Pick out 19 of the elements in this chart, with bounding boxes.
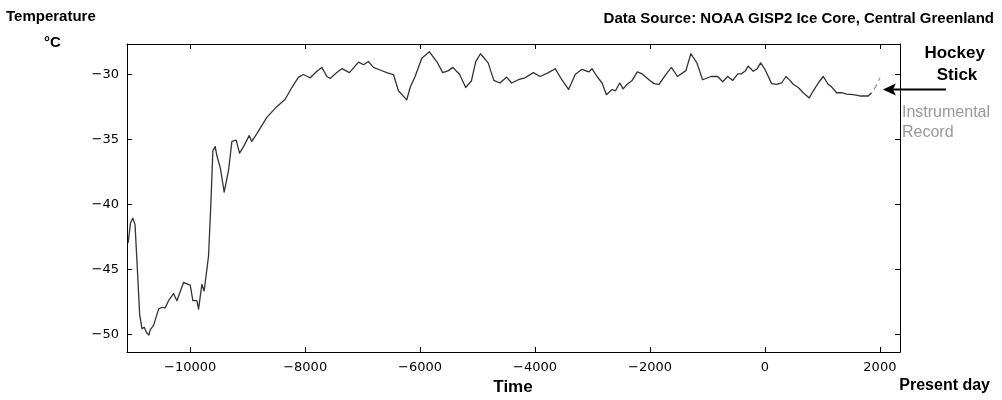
series-label: Instrumental Record — [902, 103, 991, 141]
y-tick-label: −50 — [91, 326, 119, 342]
y-axis-title: Temperature °C — [6, 7, 96, 50]
y-tick-label: −45 — [91, 261, 119, 277]
y-tick-label: −30 — [91, 66, 119, 82]
x-tick-label: 0 — [760, 359, 770, 374]
y-tick-label: −40 — [91, 196, 119, 212]
text: Hockey Stick — [924, 42, 990, 84]
x-tick-label: −4000 — [513, 359, 558, 374]
x-tick-label: −10000 — [164, 359, 217, 374]
x-axis-title: Time — [493, 377, 533, 396]
x-tick-label: 2000 — [863, 359, 897, 374]
x-tick-label: −8000 — [283, 359, 328, 374]
x-tick-label: −2000 — [628, 359, 672, 374]
x-tick-label: −6000 — [398, 359, 443, 374]
line-series — [127, 51, 873, 336]
text: Present day — [899, 375, 991, 393]
chart-title: Data Source: NOAA GISP2 Ice Core, Central Greenland — [603, 9, 994, 26]
y-tick-label: −35 — [91, 131, 119, 147]
